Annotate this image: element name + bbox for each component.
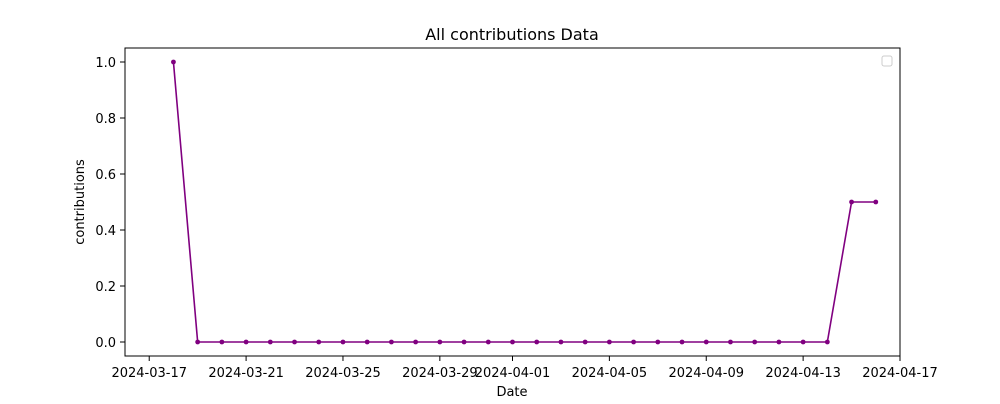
data-point — [679, 339, 685, 345]
x-tick-label: 2024-04-17 — [862, 366, 938, 381]
data-point — [340, 339, 346, 345]
data-point — [267, 339, 273, 345]
x-tick-label: 2024-04-01 — [475, 366, 551, 381]
y-axis: 0.0 0.2 0.4 0.6 0.8 1.0 — [95, 56, 125, 351]
data-point — [219, 339, 225, 345]
data-point — [558, 339, 564, 345]
data-point — [485, 339, 491, 345]
data-point — [389, 339, 394, 345]
data-point — [582, 339, 588, 345]
plot-area — [124, 47, 901, 357]
data-point — [413, 339, 419, 345]
data-point — [316, 339, 322, 345]
x-tick-label: 2024-04-09 — [668, 366, 744, 381]
data-point — [510, 339, 515, 345]
data-point — [534, 339, 540, 345]
data-point — [776, 339, 782, 345]
data-point — [606, 339, 612, 345]
data-series — [171, 59, 879, 345]
data-point — [243, 339, 249, 345]
legend — [881, 55, 893, 67]
data-point — [195, 339, 201, 345]
y-tick-label: 0.8 — [95, 112, 116, 127]
data-point — [703, 339, 709, 345]
y-tick-label: 0.4 — [95, 224, 116, 239]
legend-box — [881, 55, 893, 67]
x-tick-label: 2024-03-17 — [111, 366, 187, 381]
data-point — [292, 339, 297, 345]
data-point — [824, 339, 830, 345]
x-axis-label: Date — [496, 385, 527, 400]
y-tick-label: 0.0 — [95, 336, 116, 351]
y-tick-label: 1.0 — [95, 56, 116, 71]
data-point — [849, 199, 854, 205]
data-point — [728, 339, 733, 345]
x-tick-label: 2024-03-29 — [402, 366, 478, 381]
data-point — [655, 339, 661, 345]
x-tick-label: 2024-04-05 — [572, 366, 648, 381]
data-point — [631, 339, 636, 345]
x-tick-label: 2024-03-25 — [305, 366, 381, 381]
y-tick-label: 0.2 — [95, 280, 116, 295]
data-point — [800, 339, 806, 345]
data-point — [461, 339, 467, 345]
y-tick-label: 0.6 — [95, 168, 116, 183]
x-tick-label: 2024-03-21 — [208, 366, 284, 381]
x-tick-label: 2024-04-13 — [765, 366, 841, 381]
data-point — [437, 339, 443, 345]
plot-frame — [124, 47, 901, 357]
data-point — [171, 59, 176, 65]
data-point — [752, 339, 758, 345]
x-axis: 2024-03-17 2024-03-21 2024-03-25 2024-03-29… — [111, 356, 938, 381]
series-line — [172, 61, 877, 343]
chart-title: All contributions Data — [425, 25, 599, 44]
data-point — [364, 339, 370, 345]
y-axis-label: contributions — [73, 159, 88, 245]
data-point — [873, 199, 879, 205]
